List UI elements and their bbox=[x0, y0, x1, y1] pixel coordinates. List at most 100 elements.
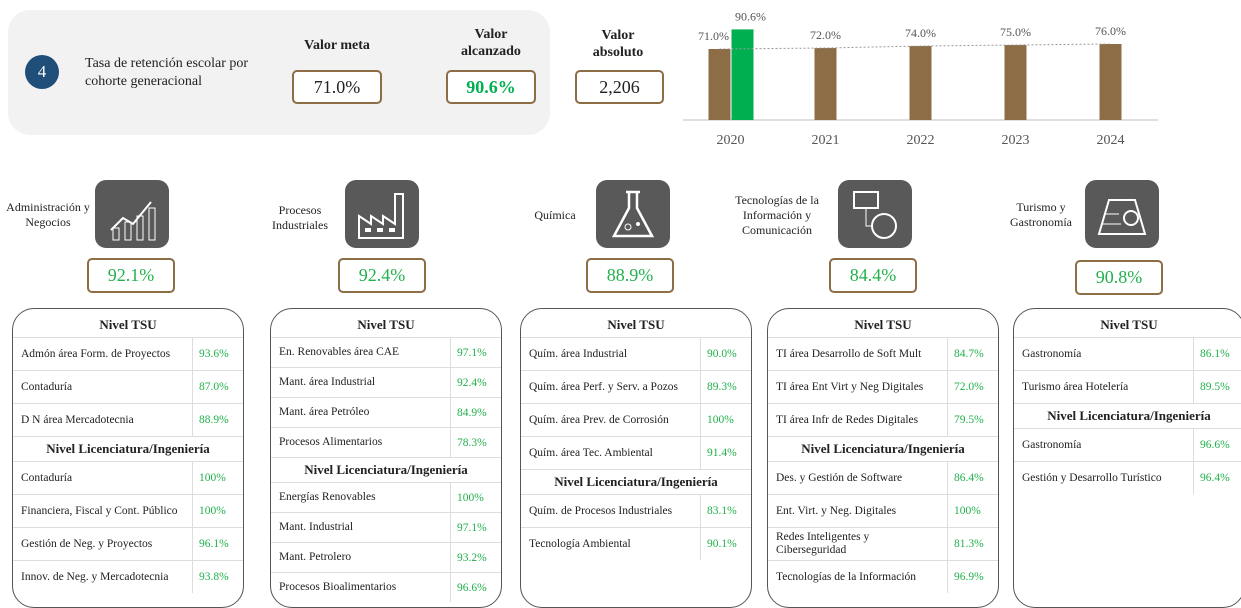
indicator-number: 4 bbox=[25, 55, 59, 89]
value-label: 71.0% bbox=[698, 29, 729, 43]
table-row: Mant. área Petróleo 84.9% bbox=[271, 397, 501, 427]
table-row: Gestión y Desarrollo Turístico 96.4% bbox=[1014, 461, 1241, 494]
row-value: 93.8% bbox=[192, 561, 243, 593]
row-name: Ent. Virt. y Neg. Digitales bbox=[776, 504, 897, 517]
row-name: Turismo área Hotelería bbox=[1022, 380, 1129, 393]
row-value: 93.6% bbox=[192, 338, 243, 370]
row-name: Contaduría bbox=[21, 380, 73, 393]
table-row: Quím. de Procesos Industriales 83.1% bbox=[521, 494, 751, 527]
absolute-value: 2,206 bbox=[575, 70, 664, 104]
area-name: Turismo y Gastronomía bbox=[1010, 200, 1072, 229]
table-row: Mant. Petrolero 93.2% bbox=[271, 542, 501, 572]
row-name: Des. y Gestión de Software bbox=[776, 471, 903, 484]
table-row: TI área Infr de Redes Digitales 79.5% bbox=[768, 403, 998, 436]
area-value: 92.1% bbox=[87, 258, 175, 293]
row-value: 86.1% bbox=[1193, 338, 1241, 370]
area-table: Nivel TSU Quím. área Industrial 90.0% Quím.… bbox=[520, 308, 752, 608]
row-value: 90.1% bbox=[700, 528, 751, 560]
row-name: Quím. área Prev. de Corrosión bbox=[529, 413, 669, 426]
area-value: 92.4% bbox=[338, 258, 426, 293]
table-row: Innov. de Neg. y Mercadotecnia 93.8% bbox=[13, 560, 243, 593]
row-value: 81.3% bbox=[947, 528, 998, 560]
row-value: 100% bbox=[192, 495, 243, 527]
indicator-name: Tasa de retención escolar por cohorte ge… bbox=[85, 56, 249, 89]
icon-graphic bbox=[853, 191, 897, 239]
row-name: Gestión de Neg. y Proyectos bbox=[21, 537, 153, 550]
row-name: En. Renovables área CAE bbox=[279, 346, 400, 358]
row-value: 89.5% bbox=[1193, 371, 1241, 403]
table-row: Gestión de Neg. y Proyectos 96.1% bbox=[13, 527, 243, 560]
table-row: Ent. Virt. y Neg. Digitales 100% bbox=[768, 494, 998, 527]
section-title: Nivel Licenciatura/Ingeniería bbox=[1014, 403, 1241, 428]
row-name: Energías Renovables bbox=[279, 491, 376, 503]
row-value: 100% bbox=[947, 495, 998, 527]
row-name: Quím. área Industrial bbox=[529, 347, 628, 360]
row-name: Tecnología Ambiental bbox=[529, 537, 631, 550]
row-name: TI área Desarrollo de Soft Mult bbox=[776, 347, 922, 360]
row-value: 90.0% bbox=[700, 338, 751, 370]
table-row: Tecnología Ambiental 90.1% bbox=[521, 527, 751, 560]
table-row: Contaduría 87.0% bbox=[13, 370, 243, 403]
table-row: Mant. área Industrial 92.4% bbox=[271, 367, 501, 397]
row-name: TI área Infr de Redes Digitales bbox=[776, 413, 919, 426]
table-row: Tecnologías de la Información 96.9% bbox=[768, 560, 998, 593]
bar bbox=[731, 29, 754, 120]
row-name: TI área Ent Virt y Neg Digitales bbox=[776, 380, 924, 393]
table-row: Turismo área Hotelería 89.5% bbox=[1014, 370, 1241, 403]
icon-graphic bbox=[611, 190, 655, 238]
value-label: 76.0% bbox=[1095, 24, 1126, 38]
bar bbox=[1099, 44, 1122, 120]
area-icon bbox=[95, 180, 169, 248]
row-name: Gestión y Desarrollo Turístico bbox=[1022, 471, 1162, 484]
section-title: Nivel TSU bbox=[99, 317, 157, 332]
row-name: Mant. Petrolero bbox=[279, 551, 352, 563]
icon-graphic bbox=[358, 193, 404, 239]
row-name: Contaduría bbox=[21, 471, 73, 484]
meta-value: 71.0% bbox=[292, 70, 382, 104]
row-value: 96.9% bbox=[947, 561, 998, 593]
row-value: 96.6% bbox=[1193, 429, 1241, 461]
value-label: 90.6% bbox=[735, 9, 766, 23]
table-row: Gastronomía 86.1% bbox=[1014, 337, 1241, 370]
row-value: 78.3% bbox=[450, 428, 501, 457]
row-value: 91.4% bbox=[700, 437, 751, 469]
row-value: 87.0% bbox=[192, 371, 243, 403]
area-value: 84.4% bbox=[829, 258, 917, 293]
table-row: Quím. área Perf. y Serv. a Pozos 89.3% bbox=[521, 370, 751, 403]
row-value: 88.9% bbox=[192, 404, 243, 436]
table-row: Procesos Alimentarios 78.3% bbox=[271, 427, 501, 457]
row-value: 79.5% bbox=[947, 404, 998, 436]
row-name: Quím. área Tec. Ambiental bbox=[529, 446, 653, 459]
table-row: Mant. Industrial 97.1% bbox=[271, 512, 501, 542]
x-tick-label: 2020 bbox=[717, 133, 745, 148]
table-row: Redes Inteligentes y Ciberseguridad 81.3% bbox=[768, 527, 998, 560]
row-name: D N área Mercadotecnia bbox=[21, 413, 134, 426]
meta-label: Valor meta bbox=[304, 38, 370, 53]
row-name: Gastronomía bbox=[1022, 347, 1082, 360]
row-name: Mant. área Petróleo bbox=[279, 406, 370, 418]
row-value: 72.0% bbox=[947, 371, 998, 403]
area-icon bbox=[1085, 180, 1159, 248]
achieved-value: 90.6% bbox=[446, 70, 536, 104]
section-title: Nivel Licenciatura/Ingeniería bbox=[768, 436, 998, 461]
areas: Administración y Negocios 92.1% Nivel TSU A… bbox=[6, 180, 1241, 608]
row-name: Financiera, Fiscal y Cont. Público bbox=[21, 504, 178, 517]
row-name: Innov. de Neg. y Mercadotecnia bbox=[21, 570, 169, 583]
x-tick-label: 2021 bbox=[812, 133, 840, 148]
row-value: 96.6% bbox=[450, 573, 501, 602]
page: 4 Tasa de retención escolar por cohorte … bbox=[6, 9, 1241, 608]
area-name: Administración y Negocios bbox=[6, 200, 90, 229]
row-name: Admón área Form. de Proyectos bbox=[21, 347, 171, 360]
area-table: Nivel TSU En. Renovables área CAE 97.1% Man… bbox=[270, 308, 502, 608]
table-row: En. Renovables área CAE 97.1% bbox=[271, 337, 501, 367]
row-value: 96.4% bbox=[1193, 462, 1241, 494]
row-name: Mant. área Industrial bbox=[279, 376, 376, 388]
section-title: Nivel Licenciatura/Ingeniería bbox=[13, 436, 243, 461]
value-label: 75.0% bbox=[1000, 25, 1031, 39]
row-value: 100% bbox=[192, 462, 243, 494]
icon-graphic bbox=[1097, 199, 1147, 235]
table-row: TI área Ent Virt y Neg Digitales 72.0% bbox=[768, 370, 998, 403]
icon-graphic bbox=[110, 201, 156, 241]
row-value: 84.9% bbox=[450, 398, 501, 427]
table-row: Gastronomía 96.6% bbox=[1014, 428, 1241, 461]
